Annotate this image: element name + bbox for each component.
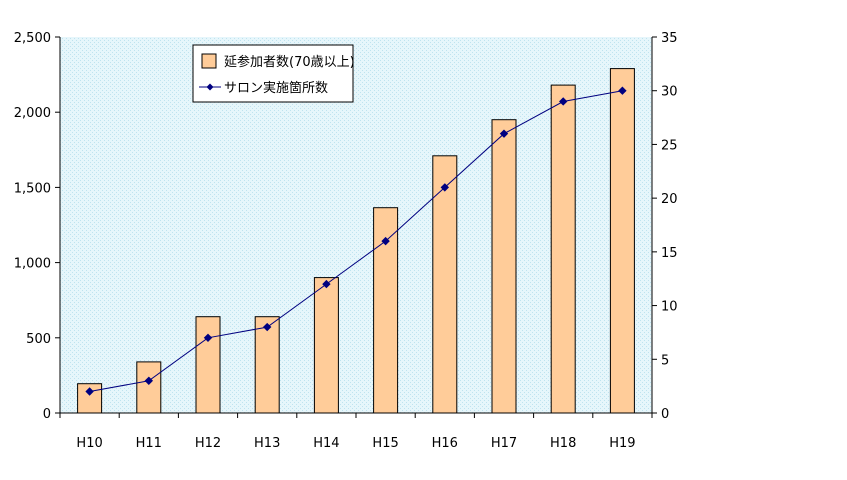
x-tick-label: H16: [432, 436, 458, 451]
bar-H11: [136, 361, 162, 414]
right-tick-label: 35: [661, 31, 678, 46]
line-point-H11: [144, 376, 154, 385]
left-tick-label: 2,000: [14, 106, 51, 121]
right-tick-label: 0: [661, 407, 669, 422]
legend: 延参加者数(70歳以上) サロン実施箇所数: [192, 44, 355, 103]
bar-H18: [550, 84, 576, 414]
legend-label-participants: 延参加者数(70歳以上): [224, 54, 355, 70]
line-point-H14: [322, 279, 331, 289]
bars: [77, 68, 635, 414]
line-point-H17: [499, 129, 509, 138]
line-point-H10: [85, 387, 94, 396]
bar-H17: [491, 119, 517, 414]
right-tick-label: 30: [661, 85, 678, 100]
left-tick-label: 500: [26, 332, 51, 347]
left-tick-label: 1,500: [14, 181, 51, 196]
line-series: [85, 86, 627, 396]
line-point-H16: [440, 183, 450, 192]
legend-marker: [206, 83, 214, 91]
right-tick-label: 25: [661, 138, 678, 153]
bar-H16: [432, 155, 458, 414]
line-point-H13: [262, 322, 272, 332]
x-tick-label: H13: [254, 436, 280, 451]
line-point-H12: [203, 333, 213, 343]
x-tick-label: H17: [491, 436, 517, 451]
line-point-H15: [381, 236, 390, 246]
bar-H19: [609, 68, 635, 414]
right-tick-label: 20: [661, 192, 678, 207]
line-path: [89, 90, 623, 392]
x-tick-label: H11: [136, 436, 162, 451]
left-tick-label: 1,000: [14, 257, 51, 272]
right-tick-label: 5: [661, 353, 669, 368]
x-tick-label: H19: [609, 436, 635, 451]
left-tick-label: 0: [43, 407, 51, 422]
x-tick-label: H10: [76, 436, 102, 451]
line-point-H19: [618, 86, 627, 95]
axes: 0 500 1,000 1,500 2,000 2,500 0 5 10 15 20 25 30 35 H1…: [14, 31, 678, 451]
right-tick-label: 15: [661, 246, 678, 261]
x-tick-label: H15: [372, 436, 398, 451]
line-point-H18: [558, 97, 568, 106]
x-tick-label: H12: [195, 436, 221, 451]
legend-bar-swatch: [201, 53, 217, 69]
x-tick-label: H18: [550, 436, 576, 451]
left-tick-label: 2,500: [14, 31, 51, 46]
bar-H14: [313, 277, 339, 414]
bar-H12: [195, 316, 221, 414]
x-tick-label: H14: [313, 436, 339, 451]
right-tick-label: 10: [661, 300, 678, 315]
legend-label-salons: サロン実施箇所数: [224, 80, 328, 96]
legend-box: [192, 44, 354, 103]
